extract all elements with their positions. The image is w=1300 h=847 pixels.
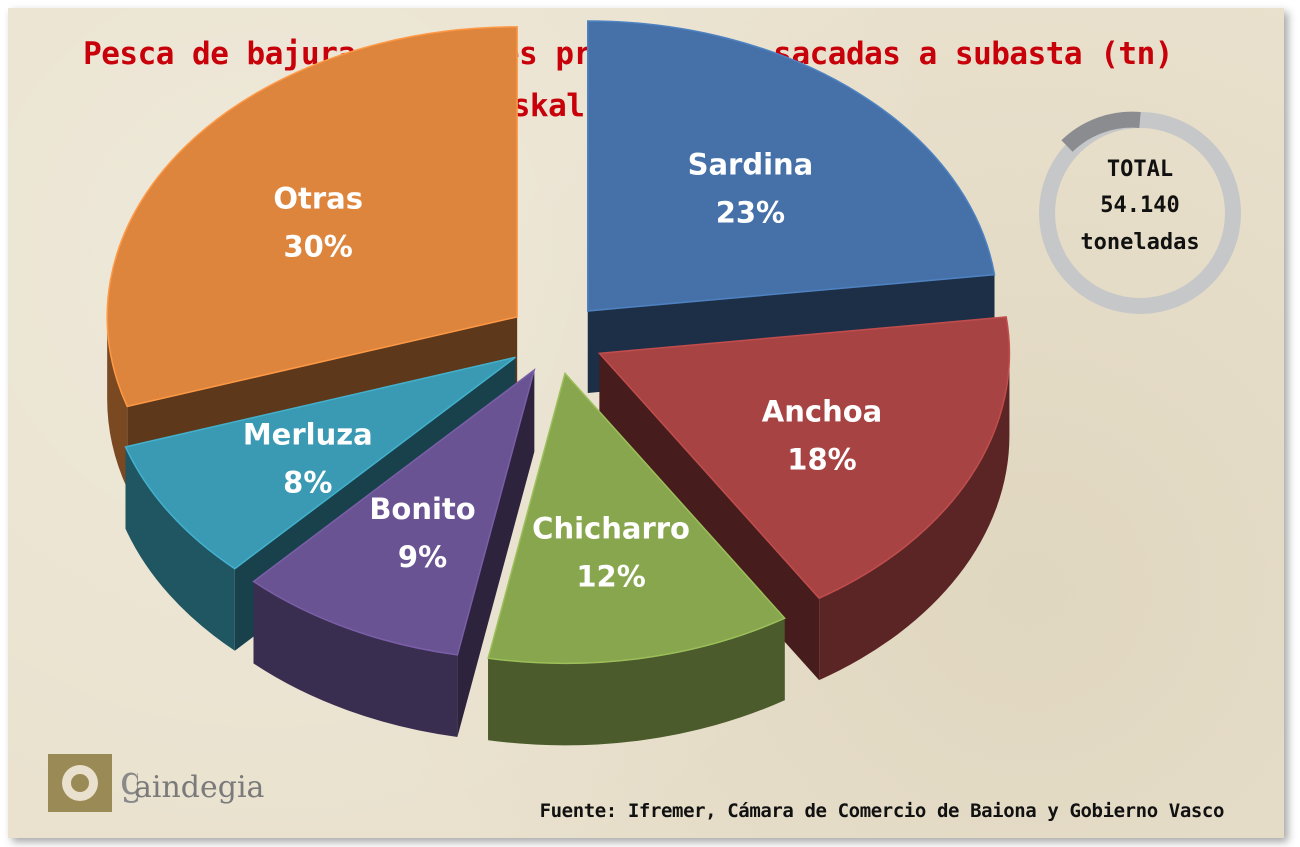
- total-ring-accent: [1061, 111, 1141, 152]
- slice-value-label: 18%: [787, 442, 856, 476]
- logo-text: aindegia: [134, 770, 265, 805]
- slice-rim: [819, 353, 1010, 681]
- slice-name-label: Sardina: [688, 147, 814, 181]
- slice-top: [586, 20, 996, 312]
- slice-value-label: 9%: [398, 540, 447, 574]
- slice-name-label: Anchoa: [762, 394, 882, 428]
- slice-value-label: 23%: [716, 195, 785, 229]
- slice-value-label: 8%: [283, 466, 332, 500]
- logo-mark: g: [48, 754, 138, 812]
- chart-canvas: Pesca de bajura: especies principales sa…: [8, 8, 1284, 838]
- slice-rim: [125, 446, 235, 651]
- slice-rim: [107, 316, 128, 489]
- total-unit: toneladas: [1080, 230, 1199, 255]
- total-value: 54.140: [1100, 193, 1179, 218]
- slice-top: [124, 356, 516, 570]
- source-note: Fuente: Ifremer, Cámara de Comercio de B…: [539, 800, 1225, 822]
- gaindegia-logo: g aindegia: [48, 748, 288, 818]
- svg-text:g: g: [120, 758, 138, 804]
- total-label: TOTAL: [1107, 157, 1173, 182]
- pie-slice-sardina: Sardina 23%: [586, 20, 996, 393]
- slice-top: [487, 371, 786, 665]
- slice-top: [252, 368, 536, 656]
- slice-rim: [488, 618, 785, 746]
- pie-chart: Sardina23%Otras30%Anchoa18%Merluza8%Boni…: [106, 20, 1241, 746]
- slice-name-label: Otras: [273, 182, 363, 216]
- pie-slice-bonito: Bonito 9%: [252, 368, 536, 737]
- slice-value-label: 30%: [283, 230, 352, 264]
- slice-name-label: Chicharro: [532, 511, 690, 545]
- slice-name-label: Bonito: [369, 492, 475, 526]
- slice-value-label: 12%: [576, 559, 645, 593]
- slice-rim: [253, 581, 458, 737]
- total-badge: TOTAL 54.140 toneladas: [1039, 111, 1241, 314]
- pie-slice-chicharro: Chicharro 12%: [487, 371, 786, 746]
- slice-top: [597, 316, 1011, 600]
- slice-name-label: Merluza: [243, 418, 373, 452]
- slice-top: [106, 26, 518, 408]
